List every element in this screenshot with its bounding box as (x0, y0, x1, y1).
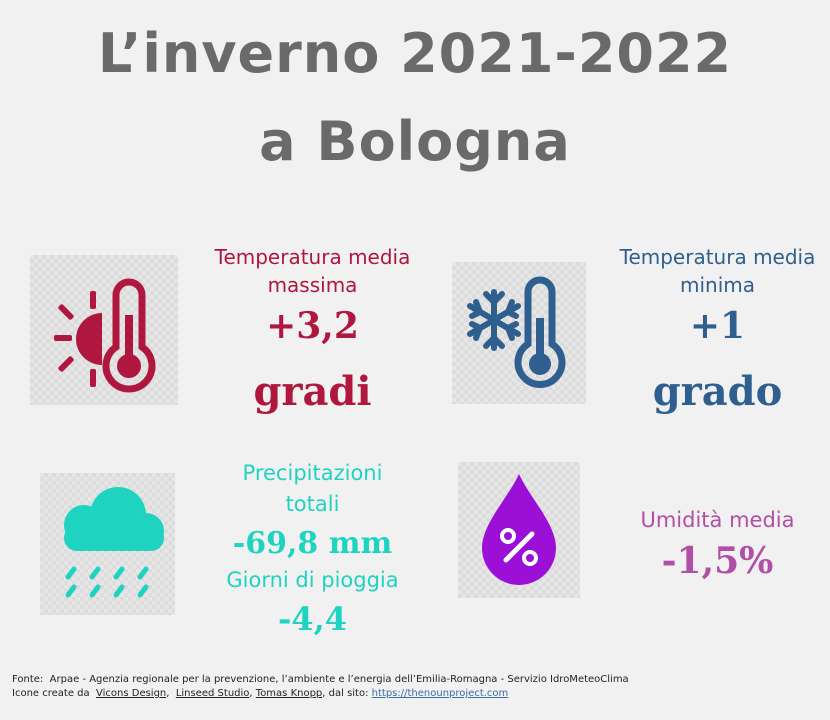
footer-site-prefix: , dal sito: (322, 688, 369, 699)
humidity-icon-box (458, 462, 580, 598)
page-title-line2: a Bologna (259, 110, 571, 173)
precip-value: -69,8 mm (232, 526, 393, 561)
snowflake-thermometer-icon (467, 276, 566, 388)
precip-label: Precipitazioni totali (200, 458, 425, 520)
rain-cloud-icon (64, 487, 164, 598)
max-temp-label-line1: Temperatura media (214, 245, 411, 269)
humidity-label: Umidità media (640, 508, 795, 532)
credit-knopp-link[interactable]: Tomas Knopp (255, 688, 323, 699)
sun-thermometer-icon (54, 278, 156, 393)
min-temp-value: +1 (689, 305, 746, 347)
humidity-drop-icon (482, 474, 556, 585)
credit-vicons-link[interactable]: Vicons Design (96, 688, 167, 699)
footer-credits: Icone create da Vicons Design, Linseed S… (12, 688, 509, 699)
max-temp-label: Temperatura media massima (200, 243, 425, 299)
min-temp-icon-box (452, 262, 586, 404)
rain-days-label: Giorni di pioggia (226, 568, 399, 592)
precip-label-line1: Precipitazioni (242, 461, 383, 485)
humidity-value: -1,5% (661, 540, 774, 582)
rain-days-value: -4,4 (278, 600, 347, 638)
nounproject-link[interactable]: https://thenounproject.com (371, 688, 509, 699)
max-temp-label-line2: massima (267, 273, 358, 297)
page-title-line1: L’inverno 2021-2022 (97, 22, 733, 85)
min-temp-label: Temperatura media minima (610, 243, 825, 299)
footer-source: Fonte: Arpae - Agenzia regionale per la … (12, 674, 629, 685)
max-temp-value: +3,2 (266, 305, 359, 347)
min-temp-label-line1: Temperatura media (619, 245, 816, 269)
precip-label-line2: totali (285, 492, 340, 516)
min-temp-unit: grado (652, 368, 783, 415)
precip-icon-box (40, 473, 175, 615)
max-temp-icon-box (30, 255, 178, 405)
footer-source-prefix: Fonte: (12, 674, 44, 685)
max-temp-unit: gradi (253, 368, 372, 415)
footer-icons-prefix: Icone create da (12, 688, 90, 699)
footer-source-text: Arpae - Agenzia regionale per la prevenz… (49, 674, 629, 685)
min-temp-label-line2: minima (679, 273, 755, 297)
credit-linseed-link[interactable]: Linseed Studio (175, 688, 250, 699)
